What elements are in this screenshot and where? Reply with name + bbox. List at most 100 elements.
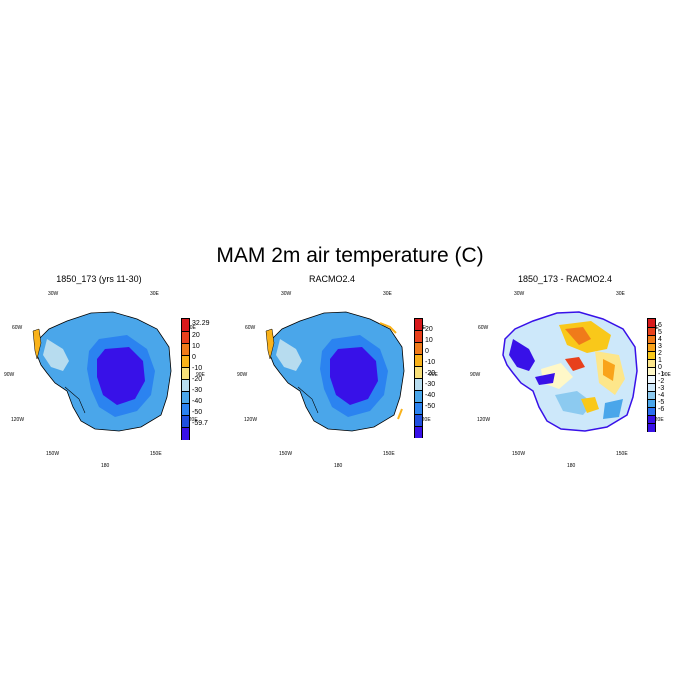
lon-label-150w: 150W	[279, 451, 293, 457]
colorbar-label: 3	[658, 343, 662, 350]
lon-label-120w: 120W	[244, 417, 258, 423]
colorbar-label: -40	[192, 398, 203, 405]
colorbar-label: -1	[658, 371, 665, 378]
colorbar-label: -50	[192, 409, 203, 416]
lon-label-90e: 90E	[429, 372, 438, 378]
colorbar-label: -10	[192, 365, 203, 372]
colorbar-label: -50	[425, 403, 436, 410]
colorbar-swatch	[647, 367, 656, 375]
colorbar-label: -59.7	[192, 420, 208, 427]
colorbar-label: 10	[192, 343, 200, 350]
colorbar-label: -10	[425, 359, 436, 366]
colorbar-label: -5	[658, 399, 665, 406]
colorbar-swatch	[181, 415, 190, 427]
lon-label-30e: 30E	[616, 291, 625, 297]
colorbar-swatch	[181, 343, 190, 355]
figure-title: MAM 2m air temperature (C)	[216, 244, 484, 267]
colorbar-swatch	[647, 375, 656, 383]
colorbar-label: 0	[425, 348, 429, 355]
antarctica-map	[32, 311, 172, 432]
colorbar-label: 0	[658, 364, 662, 371]
antarctica-difference-map	[502, 311, 638, 432]
colorbar-swatch	[414, 402, 423, 414]
colorbar-swatch	[181, 331, 190, 343]
colorbar-swatch	[181, 403, 190, 415]
colorbar-swatch	[647, 415, 656, 423]
colorbar-label: 32.29	[192, 320, 210, 327]
lon-label-180: 180	[334, 463, 343, 469]
colorbar-swatch	[181, 318, 190, 331]
colorbar-label: -2	[658, 378, 665, 385]
lon-label-150e: 150E	[383, 451, 395, 457]
colorbar-label: 2	[658, 350, 662, 357]
colorbar: 32.29 20 10 0 -10 -20 -30 -40 -50 -59.7	[181, 318, 210, 440]
colorbar: 6 5 4 3 2 1 0 -1 -2 -3 -4 -5 -6	[647, 318, 664, 432]
colorbar-swatch	[181, 379, 190, 391]
colorbar-swatch	[647, 327, 656, 335]
colorbar-swatch	[647, 423, 656, 432]
colorbar-label: 5	[658, 329, 662, 336]
colorbar-swatch	[181, 355, 190, 367]
colorbar-swatch	[414, 366, 423, 378]
lon-label-30w: 30W	[514, 291, 525, 297]
colorbar-swatch	[414, 354, 423, 366]
colorbar-label: -20	[425, 370, 436, 377]
colorbar-label: 20	[192, 332, 200, 339]
colorbar-swatch	[414, 378, 423, 390]
colorbar-label: -40	[425, 392, 436, 399]
colorbar-label: -30	[192, 387, 203, 394]
colorbar-swatch	[647, 318, 656, 327]
lon-label-90w: 90W	[4, 372, 15, 378]
lon-label-150w: 150W	[512, 451, 526, 457]
lon-label-180: 180	[101, 463, 110, 469]
panel-title: 1850_173 (yrs 11-30)	[56, 274, 142, 284]
colorbar-swatch	[414, 414, 423, 426]
lon-label-60w: 60W	[245, 325, 256, 331]
lon-label-60w: 60W	[12, 325, 23, 331]
colorbar-swatch	[414, 330, 423, 342]
colorbar-swatch	[181, 367, 190, 379]
lon-label-150w: 150W	[46, 451, 60, 457]
lon-label-120w: 120W	[477, 417, 491, 423]
lon-label-150e: 150E	[150, 451, 162, 457]
colorbar-swatch	[414, 426, 423, 438]
colorbar-swatch	[647, 359, 656, 367]
colorbar-swatch	[647, 407, 656, 415]
lon-label-30e: 30E	[383, 291, 392, 297]
lon-label-120e: 120E	[186, 417, 198, 423]
colorbar-swatch	[414, 390, 423, 402]
lon-label-30w: 30W	[281, 291, 292, 297]
colorbar-swatch	[647, 399, 656, 407]
map-panel-model: 1850_173 (yrs 11-30) 30W 30E 60W 60E 90W…	[4, 274, 229, 469]
colorbar-label: 1	[658, 357, 662, 364]
panel-title: RACMO2.4	[308, 274, 355, 284]
colorbar-label: -20	[192, 376, 203, 383]
lon-label-30w: 30W	[48, 291, 59, 297]
colorbar-label: 6	[658, 322, 662, 329]
colorbar-swatch	[647, 391, 656, 399]
colorbar-label: -30	[425, 381, 436, 388]
colorbar-label: 10	[425, 337, 433, 344]
colorbar-label: 0	[192, 354, 196, 361]
colorbar-swatch	[414, 318, 423, 330]
map-panel-racmo: RACMO2.4 30W 30E 60W 60E 90W 90E 120W 12…	[237, 274, 462, 469]
lon-label-150e: 150E	[616, 451, 628, 457]
lon-label-60e: 60E	[187, 325, 196, 331]
colorbar-swatch	[647, 383, 656, 391]
lon-label-60w: 60W	[478, 325, 489, 331]
map-panel-difference: 1850_173 - RACMO2.4 30W 30E 60W 60E 90W …	[470, 274, 695, 469]
colorbar-swatch	[647, 351, 656, 359]
colorbar-swatch	[414, 342, 423, 354]
lon-label-90w: 90W	[237, 372, 248, 378]
lon-label-180: 180	[567, 463, 576, 469]
colorbar-label: 4	[658, 336, 662, 343]
colorbar-label: 20	[425, 326, 433, 333]
panel-title: 1850_173 - RACMO2.4	[517, 274, 613, 284]
lon-label-90w: 90W	[470, 372, 481, 378]
colorbar: 20 10 0 -10 -20 -30 -40 -50	[414, 318, 435, 438]
lon-label-30e: 30E	[150, 291, 159, 297]
lon-label-90e: 90E	[196, 372, 205, 378]
lon-label-120e: 120E	[652, 417, 664, 423]
lon-label-120e: 120E	[419, 417, 431, 423]
colorbar-swatch	[647, 343, 656, 351]
